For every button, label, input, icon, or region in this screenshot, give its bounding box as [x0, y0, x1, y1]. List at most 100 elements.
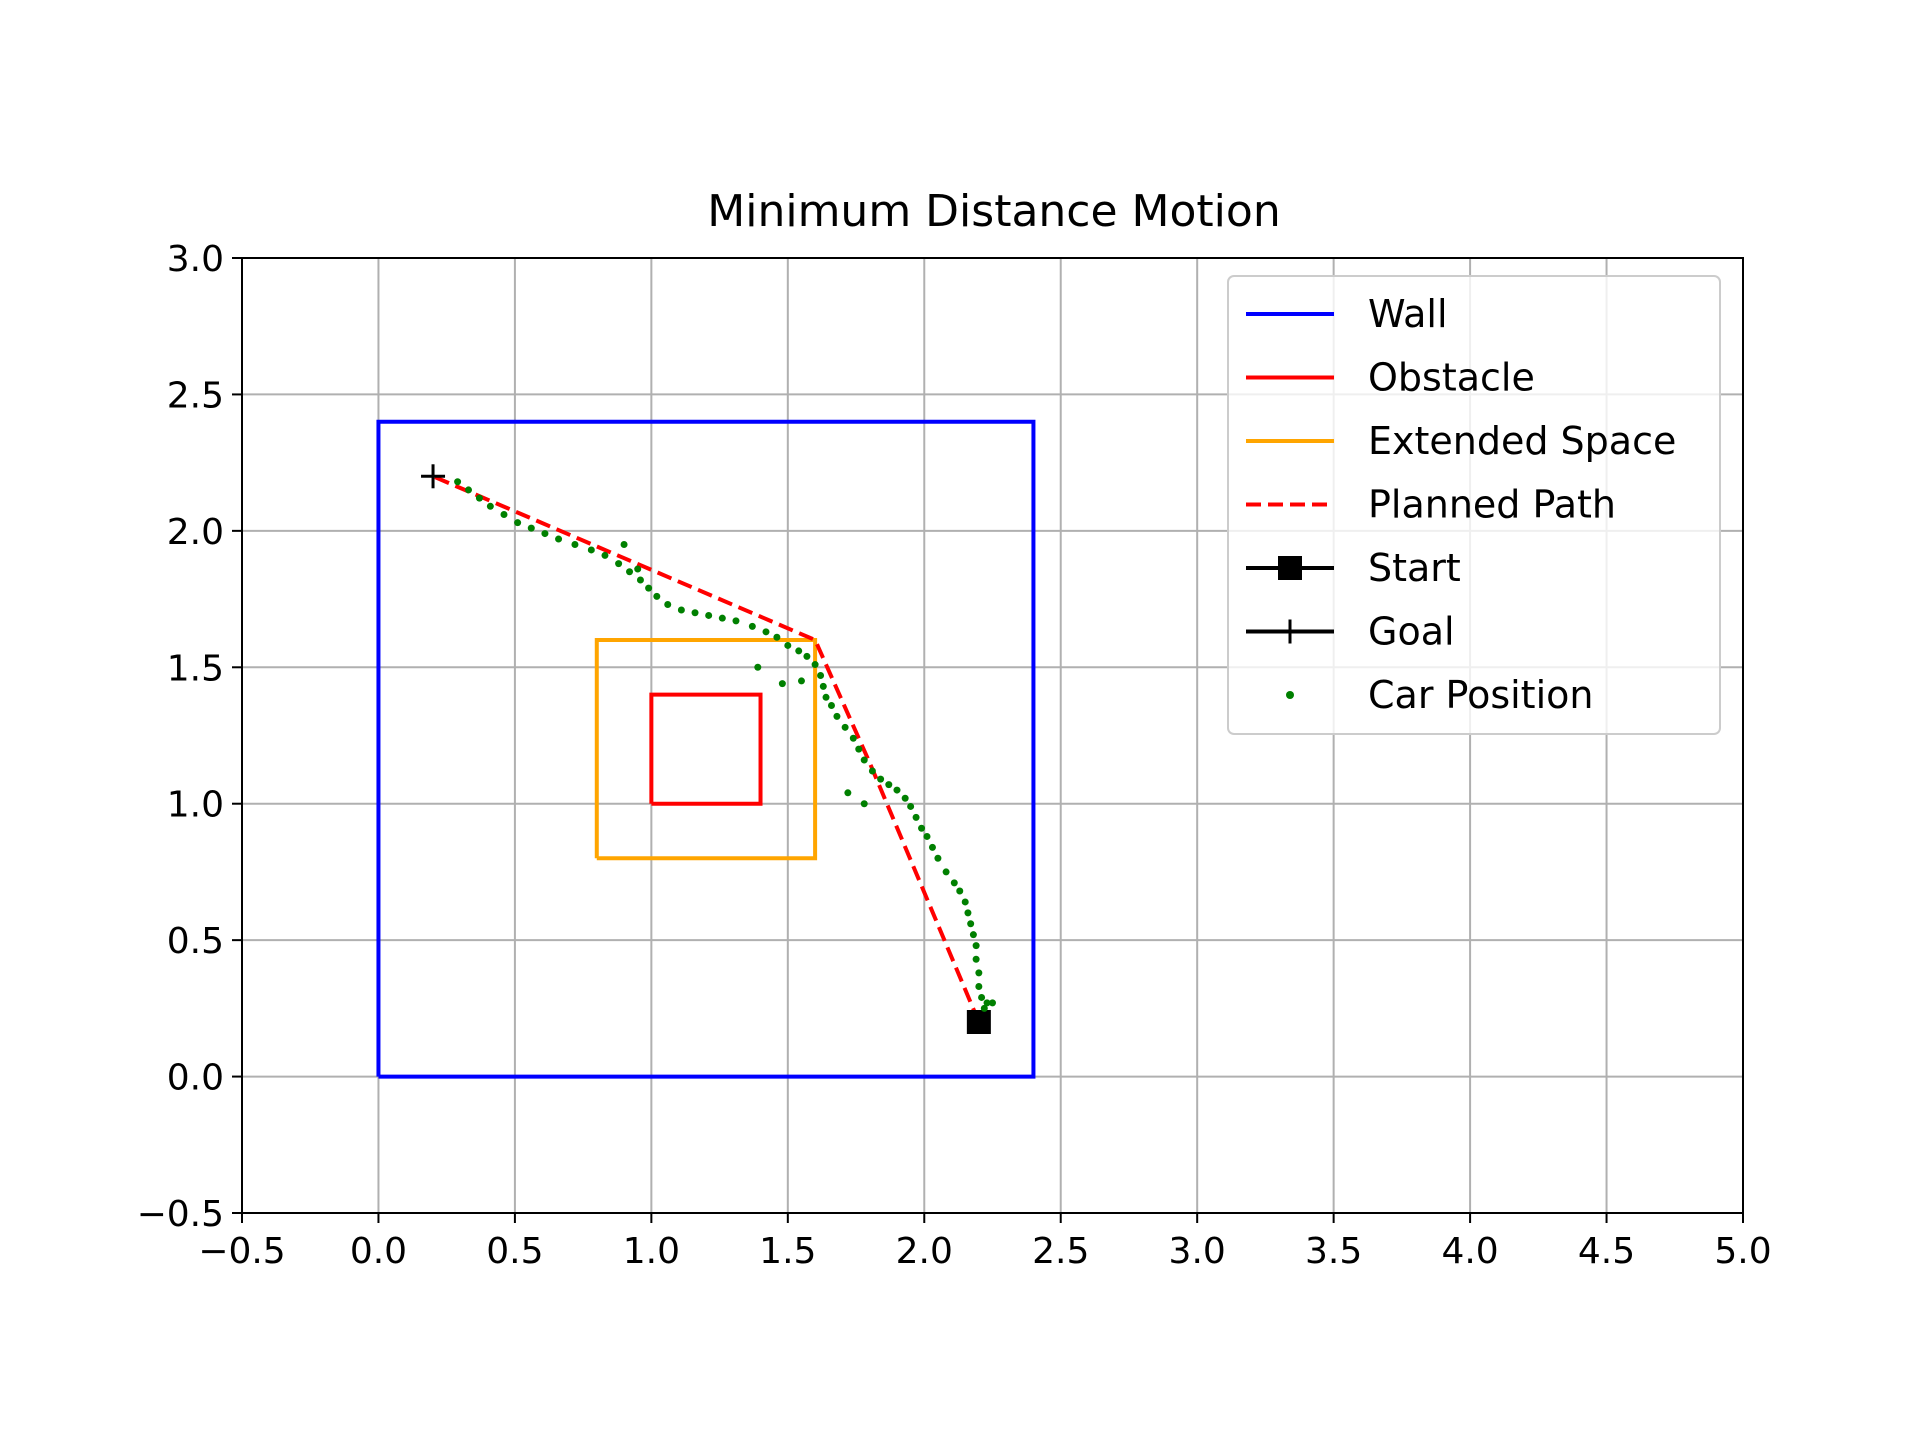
car-position-point — [718, 614, 726, 622]
car-position-point — [653, 592, 661, 600]
legend-label: Goal — [1368, 610, 1455, 654]
car-position-point — [956, 887, 964, 895]
y-tick-label: 0.5 — [167, 921, 224, 962]
car-position-point — [950, 879, 958, 887]
car-position-point — [677, 606, 685, 614]
legend-swatch-marker — [1278, 556, 1302, 580]
chart-title: Minimum Distance Motion — [707, 186, 1280, 237]
x-tick-label: 2.0 — [896, 1231, 953, 1272]
car-position-point — [893, 786, 901, 794]
ticks-layer: −0.5 0.0 0.5 1.0 1.5 2.0 2.5 3.0 3.5 4.0 4.5 5.0 −0.… — [137, 239, 1772, 1272]
car-position-point — [972, 942, 980, 950]
y-tick-label: 2.0 — [167, 512, 224, 553]
car-position-point — [961, 898, 969, 906]
car-position-point — [500, 510, 508, 518]
car-position-point — [748, 622, 756, 630]
x-tick-label: 1.5 — [759, 1231, 816, 1272]
extended-space-line — [594, 638, 818, 861]
wall-line — [376, 419, 1036, 1079]
legend-entry-planned-path: Planned Path — [1246, 483, 1616, 527]
x-tick-label: 1.0 — [623, 1231, 680, 1272]
car-position-point — [918, 824, 926, 832]
car-position-point — [797, 677, 805, 685]
car-position-point — [475, 494, 483, 502]
car-position-point — [626, 568, 634, 576]
car-position-point — [664, 601, 672, 609]
x-tick-label: 2.5 — [1032, 1231, 1089, 1272]
car-position-point — [615, 560, 623, 568]
car-position-point — [454, 478, 462, 486]
x-tick-label: 5.0 — [1714, 1231, 1771, 1272]
car-position-point — [822, 693, 830, 701]
series-layer — [376, 419, 1036, 1079]
car-position-point — [989, 999, 996, 1007]
car-position-point — [705, 611, 713, 619]
y-tick-label: 1.5 — [167, 648, 224, 689]
car-position-point — [942, 868, 950, 876]
car-position-point — [969, 931, 977, 939]
car-position-point — [634, 565, 642, 573]
y-tick-label: 3.0 — [167, 239, 224, 280]
car-position-point — [928, 843, 936, 851]
car-position-point — [645, 584, 653, 592]
car-position-point — [980, 1004, 988, 1012]
planned-path-line — [432, 474, 981, 1023]
car-position-point — [833, 712, 841, 720]
x-tick-label: 4.5 — [1578, 1231, 1635, 1272]
y-tick-label: 1.0 — [167, 785, 224, 826]
legend: Wall Obstacle Extended Space Planned Path St… — [1227, 275, 1721, 735]
car-position-point — [844, 789, 852, 797]
car-position-point — [978, 993, 986, 1001]
legend-entry-extended-space: Extended Space — [1246, 419, 1676, 463]
legend-entry-car-position: Car Position — [1286, 673, 1593, 717]
car-position-point — [907, 802, 915, 810]
car-position-point — [877, 775, 885, 783]
car-position-point — [975, 983, 983, 991]
car-position-point — [860, 800, 868, 808]
car-position-point — [827, 701, 835, 709]
car-position-point — [849, 734, 857, 742]
car-position-point — [541, 530, 549, 538]
car-position-point — [762, 628, 770, 636]
car-position-point — [514, 519, 522, 527]
car-position-point — [868, 767, 876, 775]
legend-entry-obstacle: Obstacle — [1246, 356, 1535, 400]
legend-label: Wall — [1368, 292, 1448, 336]
car-position-point — [527, 524, 535, 532]
car-position-point — [620, 541, 628, 548]
obstacle-line — [649, 692, 763, 806]
car-position-point — [636, 576, 644, 584]
start-marker — [966, 1010, 991, 1034]
y-tick-label: 2.5 — [167, 375, 224, 416]
legend-label: Obstacle — [1368, 356, 1535, 400]
car-position-point — [967, 920, 975, 928]
car-position-point — [754, 663, 762, 671]
car-position-point — [983, 999, 991, 1007]
car-position-point — [465, 486, 473, 494]
x-tick-label: −0.5 — [198, 1231, 285, 1272]
car-position-point — [964, 909, 972, 917]
legend-entry-wall: Wall — [1246, 292, 1448, 336]
x-tick-label: 4.0 — [1441, 1231, 1498, 1272]
x-tick-label: 3.5 — [1305, 1231, 1362, 1272]
car-position-point — [972, 955, 980, 963]
car-position-point — [773, 633, 781, 641]
car-position-point — [795, 647, 803, 655]
car-position-point — [841, 723, 849, 731]
legend-entry-goal: Goal — [1246, 610, 1455, 654]
car-position-point — [601, 551, 609, 559]
car-position-point — [901, 794, 909, 802]
car-position-point — [486, 502, 494, 510]
legend-label: Extended Space — [1368, 419, 1676, 463]
car-position-point — [819, 682, 827, 690]
legend-label: Car Position — [1368, 673, 1593, 717]
car-position-point — [555, 535, 563, 543]
legend-label: Start — [1368, 546, 1461, 590]
car-position-point — [587, 546, 595, 554]
car-position-point — [784, 641, 792, 649]
legend-swatch — [1286, 691, 1294, 699]
legend-label: Planned Path — [1368, 483, 1616, 527]
car-position-point — [885, 781, 893, 789]
